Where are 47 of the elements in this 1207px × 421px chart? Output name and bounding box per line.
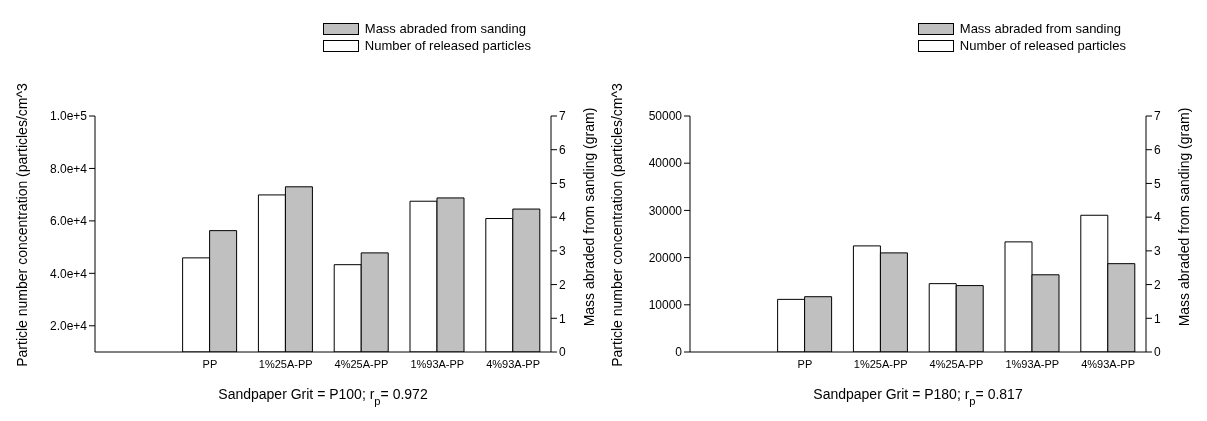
y-tick-label: 1.0e+5: [49, 109, 88, 124]
legend-label: Mass abraded from sanding: [364, 21, 526, 36]
y-tick-label: 8.0e+4: [49, 161, 88, 176]
y-tick-label: 50000: [648, 109, 683, 124]
y2-tick-label: 6: [1154, 142, 1161, 157]
y2-tick-label: 4: [1154, 210, 1161, 225]
y2-tick-label: 2: [1154, 277, 1161, 292]
y-tick-label: 2.0e+4: [49, 319, 88, 334]
y2-tick-label: 1: [559, 311, 566, 326]
x-axis-title: Sandpaper Grit = P100; r$_{p}$= 0.972: [218, 386, 428, 407]
y2-tick-label: 3: [1154, 244, 1161, 259]
x-tick-label: 1%25A-PP: [853, 357, 908, 370]
y2-tick-label: 6: [559, 142, 566, 157]
y2-tick-label: 4: [559, 210, 566, 225]
y2-tick-label: 0: [559, 345, 566, 360]
x-tick-label: 1%93A-PP: [1005, 357, 1060, 370]
x-tick-label: 1%93A-PP: [410, 357, 465, 370]
y2-tick-label: 7: [559, 109, 566, 124]
y-tick-label: 10000: [648, 298, 683, 313]
y2-tick-label: 2: [559, 277, 566, 292]
y2-axis-title: Mass abraded from sanding (gram): [1176, 107, 1192, 327]
y2-tick-label: 5: [1154, 176, 1161, 191]
y2-tick-label: 0: [1154, 345, 1161, 360]
y2-tick-label: 1: [1154, 311, 1161, 326]
x-tick-label: 4%93A-PP: [486, 357, 541, 370]
y2-tick-label: 7: [1154, 109, 1161, 124]
y-axis-title: Particle number concentration (particles/cm^3: [609, 83, 625, 367]
legend-label: Mass abraded from sanding: [959, 21, 1121, 36]
y-tick-label: 30000: [648, 203, 683, 218]
legend-label: Number of released particles: [364, 38, 531, 53]
x-tick-label: PP: [797, 357, 813, 370]
x-tick-label: PP: [202, 357, 218, 370]
y-tick-label: 0: [675, 345, 683, 360]
y2-tick-label: 3: [559, 244, 566, 259]
x-axis-title: Sandpaper Grit = P180; r$_{p}$= 0.817: [813, 386, 1023, 407]
y-tick-label: 20000: [648, 250, 683, 265]
x-tick-label: 4%93A-PP: [1081, 357, 1136, 370]
y2-axis-title: Mass abraded from sanding (gram): [581, 107, 597, 327]
y-axis-title: Particle number concentration (particles/cm^3: [14, 83, 30, 367]
y2-tick-label: 5: [559, 176, 566, 191]
x-tick-label: 1%25A-PP: [258, 357, 313, 370]
x-tick-label: 4%25A-PP: [929, 357, 984, 370]
y-tick-label: 40000: [648, 156, 683, 171]
x-tick-label: 4%25A-PP: [334, 357, 389, 370]
legend-label: Number of released particles: [959, 38, 1126, 53]
y-tick-label: 6.0e+4: [49, 214, 88, 229]
y-tick-label: 4.0e+4: [49, 266, 88, 281]
